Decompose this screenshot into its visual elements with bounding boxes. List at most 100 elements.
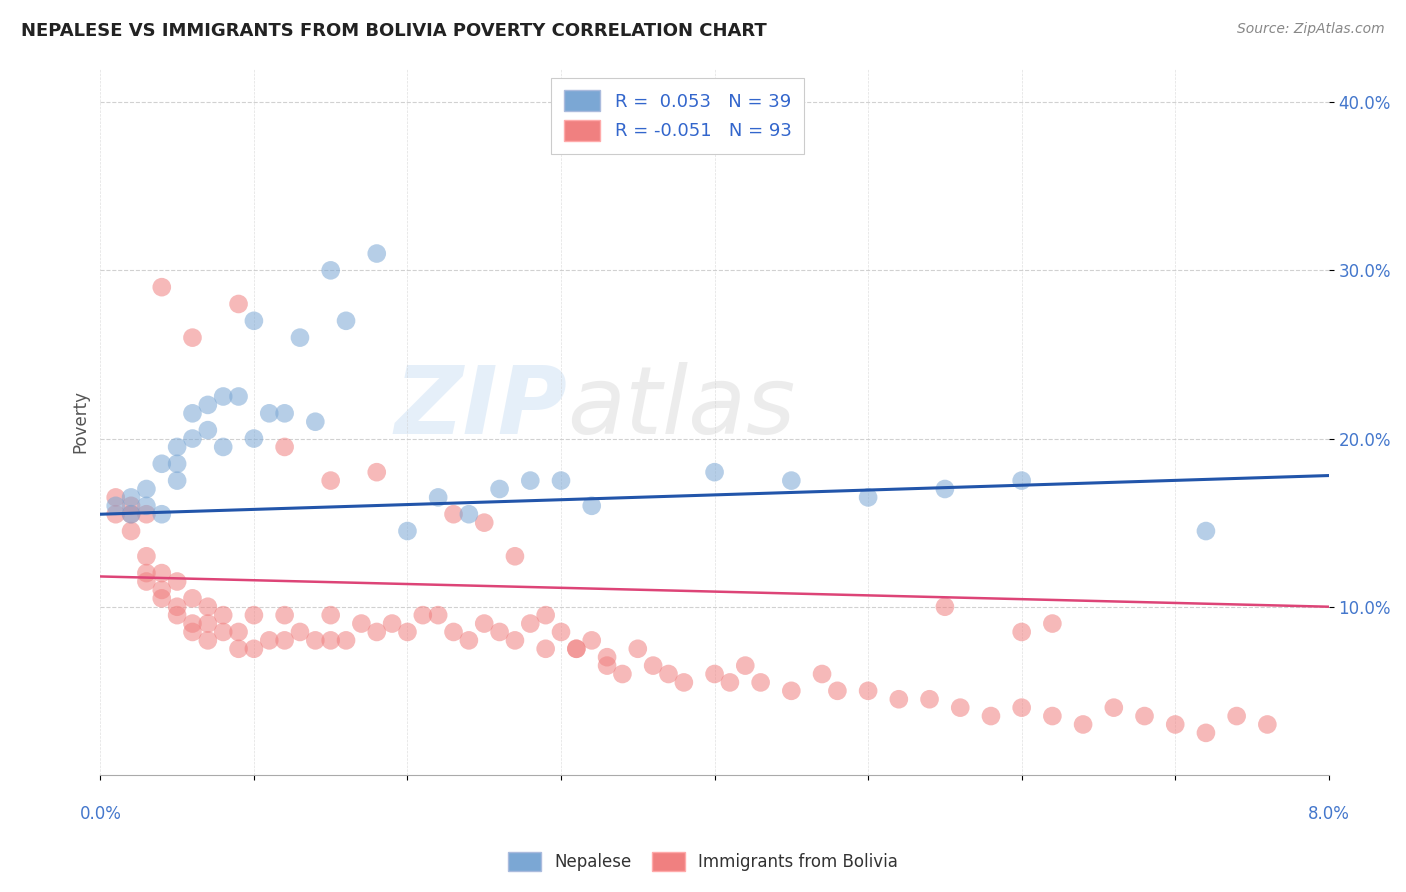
Point (166, 608, 188, 623)
Text: Source: ZipAtlas.com: Source: ZipAtlas.com (1237, 22, 1385, 37)
Point (565, 641, 588, 656)
Point (104, 491, 127, 505)
Point (259, 633, 281, 648)
Point (550, 474, 572, 488)
Point (120, 499, 142, 513)
Point (259, 406, 281, 420)
Point (672, 675, 695, 690)
Point (1040, 709, 1063, 723)
Point (228, 641, 250, 656)
Point (503, 633, 526, 648)
Point (212, 608, 235, 623)
Point (581, 499, 603, 513)
Point (1040, 616, 1063, 631)
Text: 8.0%: 8.0% (1308, 805, 1350, 823)
Point (427, 608, 450, 623)
Point (780, 683, 803, 698)
Point (827, 683, 849, 698)
Point (197, 398, 219, 412)
Point (412, 608, 434, 623)
Point (1164, 717, 1187, 731)
Point (856, 491, 879, 505)
Point (734, 658, 756, 673)
Point (366, 246, 388, 260)
Point (703, 667, 725, 681)
Point (856, 683, 879, 698)
Point (612, 667, 634, 681)
Point (197, 633, 219, 648)
Point (228, 389, 250, 403)
Point (181, 406, 204, 420)
Point (181, 591, 204, 606)
Point (703, 465, 725, 479)
Point (1195, 726, 1218, 740)
Point (1011, 700, 1033, 714)
Point (350, 616, 373, 631)
Point (135, 499, 157, 513)
Point (1102, 700, 1125, 714)
Point (1195, 524, 1218, 538)
Text: 0.0%: 0.0% (79, 805, 121, 823)
Point (273, 633, 295, 648)
Point (335, 633, 357, 648)
Point (949, 700, 972, 714)
Point (150, 566, 173, 580)
Point (288, 624, 311, 639)
Point (488, 624, 510, 639)
Point (887, 692, 910, 706)
Point (120, 491, 142, 505)
Point (243, 608, 266, 623)
Point (534, 608, 557, 623)
Point (596, 650, 619, 665)
Point (135, 549, 157, 564)
Point (1226, 709, 1249, 723)
Point (503, 549, 526, 564)
Point (197, 599, 219, 614)
Point (596, 658, 619, 673)
Point (181, 616, 204, 631)
Point (718, 675, 741, 690)
Point (657, 667, 679, 681)
Point (150, 507, 173, 521)
Point (319, 263, 342, 277)
Point (197, 616, 219, 631)
Point (273, 406, 295, 420)
Point (273, 440, 295, 454)
Legend: R =  0.053   N = 39, R = -0.051   N = 93: R = 0.053 N = 39, R = -0.051 N = 93 (551, 78, 804, 153)
Point (780, 474, 803, 488)
Point (166, 574, 188, 589)
Point (120, 507, 142, 521)
Point (457, 507, 479, 521)
Point (1071, 717, 1094, 731)
Point (181, 624, 204, 639)
Point (212, 624, 235, 639)
Point (811, 667, 834, 681)
Point (749, 675, 772, 690)
Y-axis label: Poverty: Poverty (72, 390, 89, 453)
Point (396, 524, 419, 538)
Point (150, 280, 173, 294)
Point (427, 491, 450, 505)
Point (472, 616, 495, 631)
Point (581, 633, 603, 648)
Point (212, 389, 235, 403)
Point (243, 641, 266, 656)
Point (120, 524, 142, 538)
Point (166, 440, 188, 454)
Point (166, 457, 188, 471)
Point (366, 465, 388, 479)
Point (228, 297, 250, 311)
Point (550, 624, 572, 639)
Point (104, 507, 127, 521)
Point (104, 499, 127, 513)
Point (304, 415, 326, 429)
Point (304, 633, 326, 648)
Point (319, 633, 342, 648)
Text: atlas: atlas (567, 362, 796, 453)
Text: NEPALESE VS IMMIGRANTS FROM BOLIVIA POVERTY CORRELATION CHART: NEPALESE VS IMMIGRANTS FROM BOLIVIA POVE… (21, 22, 766, 40)
Point (212, 440, 235, 454)
Point (534, 641, 557, 656)
Point (519, 474, 541, 488)
Point (150, 591, 173, 606)
Point (181, 432, 204, 446)
